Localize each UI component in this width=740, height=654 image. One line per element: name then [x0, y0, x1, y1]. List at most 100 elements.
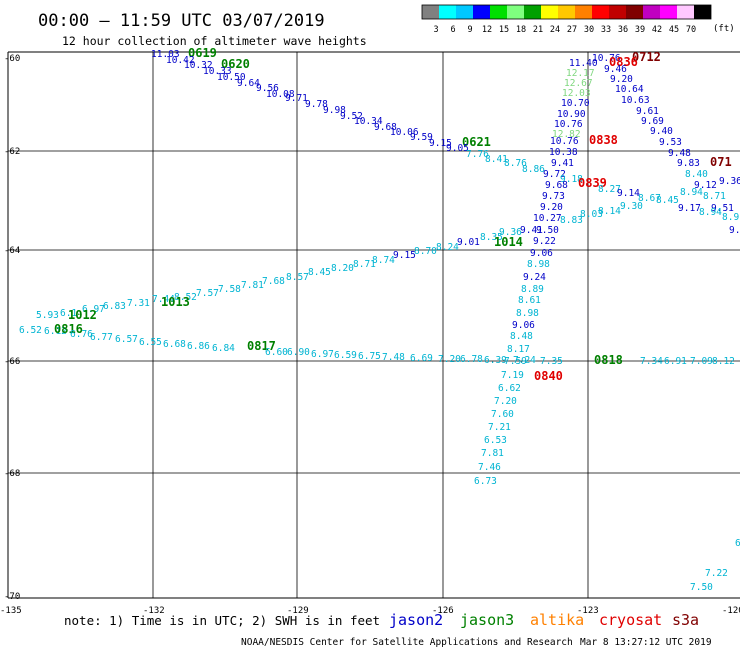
pass-time-label: 0621 [462, 135, 491, 149]
color-scale-swatch [439, 5, 456, 19]
wave-height-label: 6.57 [115, 334, 138, 345]
wave-height-label: 8.98 [527, 259, 550, 270]
color-scale-swatch [507, 5, 524, 19]
color-scale-border [421, 4, 712, 20]
legend-cryosat: cryosat [599, 611, 662, 629]
wave-height-label: 7.48 [382, 352, 405, 363]
wave-height-label: 10.06 [390, 127, 419, 138]
color-scale-label: 24 [550, 25, 560, 35]
wave-height-label: 9.46 [604, 64, 627, 75]
wave-height-label: 9.24 [523, 272, 546, 283]
pass-time-label: 071 [710, 155, 732, 169]
color-scale-swatch [677, 5, 694, 19]
color-scale-swatch [524, 5, 541, 19]
pass-time-label: 0712 [632, 50, 661, 64]
color-scale-label: 15 [499, 25, 509, 35]
wave-height-label: 7.46 [478, 462, 501, 473]
pass-time-label: 1012 [68, 308, 97, 322]
wave-height-label: 8.98 [516, 308, 539, 319]
wave-height-label: 6.55 [139, 337, 162, 348]
wave-height-label: 9.50 [536, 225, 559, 236]
color-scale-swatch [575, 5, 592, 19]
legend-jason2: jason2 [389, 611, 443, 629]
wave-height-label: 12.03 [562, 88, 591, 99]
wave-height-label: 9.15 [393, 250, 416, 261]
wave-height-label: 10.76 [592, 53, 621, 64]
wave-height-label: 6.62 [498, 383, 521, 394]
wave-height-label: 6.76 [70, 329, 93, 340]
pass-time-label: 0839 [578, 176, 607, 190]
wave-height-label: 9.36 [499, 227, 522, 238]
color-scale-label: 42 [652, 25, 662, 35]
wave-height-label: 6.78 [460, 354, 483, 365]
wave-height-label: 9.83 [677, 158, 700, 169]
wave-height-label: 9.98 [323, 105, 346, 116]
color-scale-swatch [541, 5, 558, 19]
wave-height-label: 9.15 [429, 138, 452, 149]
wave-height-label: 7.19 [501, 370, 524, 381]
wave-height-label: 8.27 [598, 184, 621, 195]
color-scale-swatch [422, 5, 439, 19]
pass-time-label: 0619 [188, 46, 217, 60]
wave-height-label: 7.22 [705, 568, 728, 579]
wave-height-label: 6.60 [265, 347, 288, 358]
pass-time-label: 1013 [161, 295, 190, 309]
wave-height-label: 7.57 [196, 288, 219, 299]
wave-height-label: 6.84 [212, 343, 235, 354]
wave-height-label: 10.76 [554, 119, 583, 130]
pass-time-label: 0620 [221, 57, 250, 71]
wave-height-label: 9.68 [545, 180, 568, 191]
wave-height-label: 7.60 [491, 409, 514, 420]
wave-height-label: 9.69 [641, 116, 664, 127]
wave-height-label: 9.64 [237, 78, 260, 89]
wave-height-label: 10.70 [561, 98, 590, 109]
wave-height-label: 8.48 [510, 331, 533, 342]
lat-label: -70 [4, 592, 20, 602]
legend-altika: altika [530, 611, 584, 629]
wave-height-label: 10.33 [203, 66, 232, 77]
wave-height-label: 11.03 [151, 49, 180, 60]
color-scale-label: 70 [686, 25, 696, 35]
wave-height-label: 8.03 [580, 209, 603, 220]
wave-height-label: 6.75 [358, 351, 381, 362]
color-scale-label: 6 [450, 25, 455, 35]
wave-height-label: 7.20 [494, 396, 517, 407]
wave-height-label: 8.83 [560, 215, 583, 226]
wave-height-label: 8.14 [598, 206, 621, 217]
wave-height-label: 10.64 [615, 84, 644, 95]
wave-height-label: 12.67 [564, 78, 593, 89]
wave-height-label: 6.1 [60, 308, 77, 319]
wave-height-label: 9.01 [457, 237, 480, 248]
color-scale-label: 3 [433, 25, 438, 35]
color-scale-swatch [456, 5, 473, 19]
color-scale-label: 36 [618, 25, 628, 35]
wave-height-label: 7.58 [218, 284, 241, 295]
wave-height-label: 6.97 [311, 349, 334, 360]
wave-height-label: 9.14 [617, 188, 640, 199]
color-scale-swatch [609, 5, 626, 19]
color-scale-bar: 3 6 9 12 15 18 21 24 27 30 33 36 39 42 45 70 [421, 4, 712, 35]
pass-time-label: 0838 [589, 133, 618, 147]
wave-height-label: 6.53 [484, 435, 507, 446]
wave-height-label: 6.69 [410, 353, 433, 364]
wave-height-label: 9.73 [542, 191, 565, 202]
wave-height-label: 8.57 [286, 272, 309, 283]
map-title: 00:00 – 11:59 UTC 03/07/2019 [38, 11, 325, 31]
pass-time-label: 0818 [594, 353, 623, 367]
wave-height-label: 6.73 [474, 476, 497, 487]
wave-height-label: 8.41 [485, 154, 508, 165]
wave-height-label: 8.12 [712, 356, 735, 367]
wave-height-label: 6.83 [103, 301, 126, 312]
wave-height-label: 8.40 [685, 169, 708, 180]
wave-height-label: 8.70 [414, 246, 437, 257]
wave-height-label: 7.68 [262, 276, 285, 287]
wave-height-label: 7.21 [488, 422, 511, 433]
wave-height-label: 8.71 [353, 259, 376, 270]
color-scale-label: 33 [601, 25, 611, 35]
lat-label: -68 [4, 469, 20, 479]
lat-label: -64 [4, 246, 20, 256]
wave-height-label: 7.44 [152, 294, 175, 305]
